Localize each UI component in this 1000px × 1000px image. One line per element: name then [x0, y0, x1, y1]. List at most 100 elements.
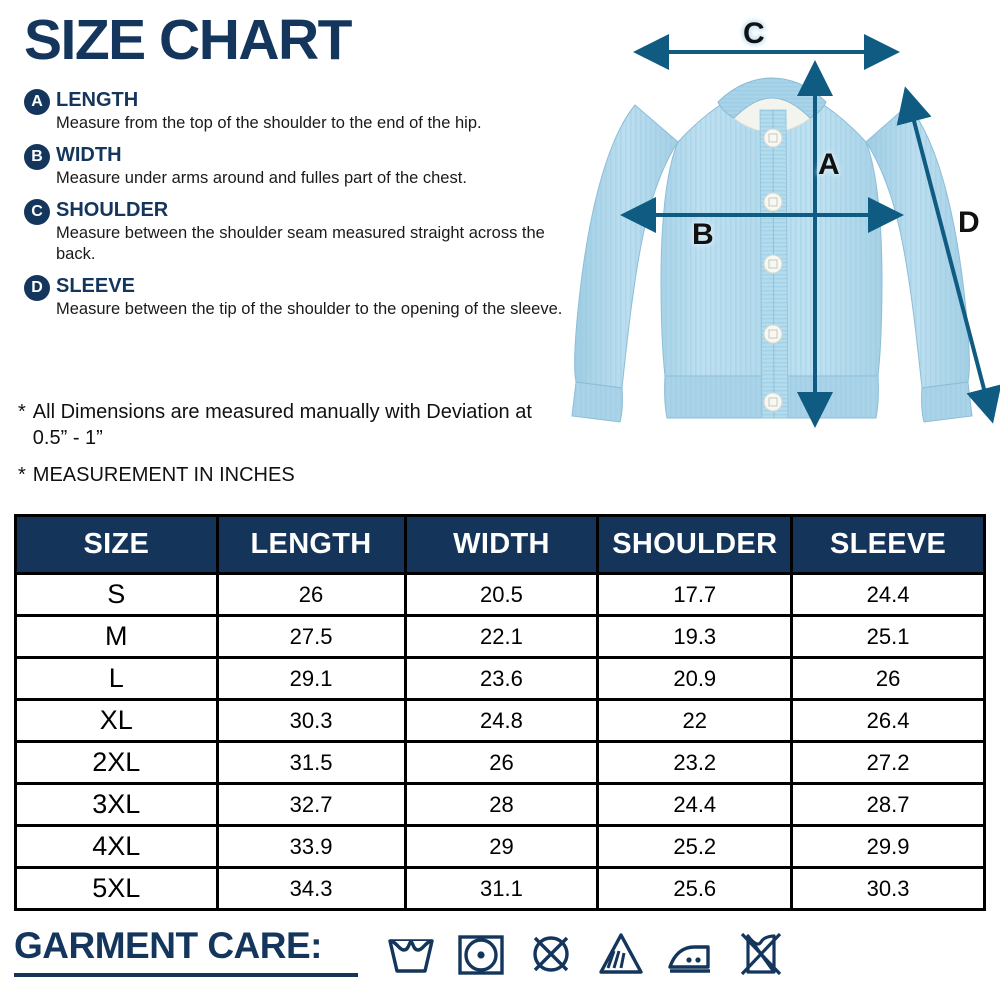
cell-length: 34.3	[215, 866, 407, 911]
legend-item-length: A LENGTH Measure from the top of the sho…	[24, 88, 584, 134]
cell-length: 32.7	[215, 782, 407, 827]
cell-width: 26	[403, 740, 600, 785]
cell-width: 23.6	[403, 656, 600, 701]
cell-shoulder: 22	[596, 698, 794, 743]
cell-sleeve: 27.2	[790, 740, 986, 785]
cell-shoulder: 25.2	[596, 824, 794, 869]
page-title: SIZE CHART	[24, 8, 353, 72]
note-text: MEASUREMENT IN INCHES	[32, 464, 295, 487]
legend-item-sleeve: D SLEEVE Measure between the tip of the …	[24, 274, 584, 320]
cell-length: 29.1	[215, 656, 407, 701]
garment-care-label: GARMENT CARE:	[14, 925, 322, 966]
legend-badge-a: A	[24, 89, 50, 115]
legend-title-sleeve: SLEEVE	[56, 275, 135, 298]
note-units: * MEASUREMENT IN INCHES	[18, 463, 558, 489]
dimension-label-d: D	[958, 206, 980, 239]
table-row: 3XL 32.7 28 24.4 28.7	[14, 782, 986, 827]
garment-care-icons	[384, 925, 788, 979]
cell-size: XL	[14, 698, 219, 743]
legend-desc-width: Measure under arms around and fulles par…	[56, 169, 467, 188]
table-row: S 26 20.5 17.7 24.4	[14, 572, 986, 617]
legend-desc-shoulder: Measure between the shoulder seam measur…	[56, 224, 545, 264]
line-dry-triangle-icon	[599, 933, 643, 974]
note-text: All Dimensions are measured manually wit…	[32, 401, 532, 449]
legend-badge-b: B	[24, 144, 50, 171]
cell-width: 20.5	[403, 572, 600, 617]
cell-shoulder: 23.2	[596, 740, 794, 785]
cell-width: 24.8	[403, 698, 600, 743]
table-row: 2XL 31.5 26 23.2 27.2	[14, 740, 986, 785]
cell-size: S	[14, 572, 219, 617]
note-deviation: * All Dimensions are measured manually w…	[18, 400, 558, 451]
cell-shoulder: 24.4	[596, 782, 794, 827]
cell-shoulder: 25.6	[596, 866, 794, 911]
cell-size: 5XL	[14, 866, 219, 911]
cell-width: 22.1	[403, 614, 600, 659]
table-row: 5XL 34.3 31.1 25.6 30.3	[14, 866, 986, 911]
table-row: XL 30.3 24.8 22 26.4	[14, 698, 986, 743]
cell-sleeve: 24.4	[790, 572, 986, 617]
cell-sleeve: 26.4	[790, 698, 986, 743]
legend-title-shoulder: SHOULDER	[56, 199, 169, 222]
cell-sleeve: 26	[790, 656, 986, 701]
size-table: SIZE LENGTH WIDTH SHOULDER SLEEVE S 26 2…	[14, 514, 986, 911]
note-star: *	[18, 464, 26, 487]
measurement-arrows	[620, 34, 1000, 428]
legend-desc-sleeve: Measure between the tip of the shoulder …	[56, 300, 563, 319]
legend-badge-d: D	[24, 275, 50, 302]
do-not-wring-icon	[740, 932, 782, 976]
cell-sleeve: 30.3	[790, 866, 986, 911]
cell-width: 28	[403, 782, 600, 827]
cell-size: M	[14, 614, 219, 659]
arrow-d	[896, 86, 1000, 424]
column-header-sleeve: SLEEVE	[790, 514, 986, 575]
cell-length: 33.9	[215, 824, 407, 869]
legend-desc-length: Measure from the top of the shoulder to …	[56, 114, 482, 132]
cell-size: 4XL	[14, 824, 219, 869]
column-header-shoulder: SHOULDER	[596, 514, 794, 575]
garment-care-section: GARMENT CARE:	[14, 925, 986, 995]
notes-block: * All Dimensions are measured manually w…	[18, 400, 558, 501]
garment-care-underline	[14, 973, 358, 977]
cell-length: 31.5	[215, 740, 407, 785]
garment-illustration: C A B D	[560, 10, 1000, 470]
table-row: 4XL 33.9 29 25.2 29.9	[14, 824, 986, 869]
cell-length: 30.3	[215, 698, 407, 743]
measurement-legend: A LENGTH Measure from the top of the sho…	[24, 88, 584, 330]
cell-shoulder: 20.9	[596, 656, 794, 701]
cell-width: 29	[403, 824, 600, 869]
dimension-label-a: A	[818, 148, 840, 181]
column-header-width: WIDTH	[403, 514, 600, 575]
cell-sleeve: 29.9	[790, 824, 986, 869]
tumble-dry-icon	[458, 935, 504, 975]
left-sleeve	[571, 104, 679, 423]
table-row: L 29.1 23.6 20.9 26	[14, 656, 986, 701]
dimension-label-c: C	[743, 17, 765, 50]
legend-item-width: B WIDTH Measure under arms around and fu…	[24, 143, 584, 189]
legend-item-shoulder: C SHOULDER Measure between the shoulder …	[24, 198, 584, 265]
table-row: M 27.5 22.1 19.3 25.1	[14, 614, 986, 659]
cardigan-svg	[571, 34, 1000, 428]
cell-sleeve: 28.7	[790, 782, 986, 827]
cell-length: 26	[215, 572, 407, 617]
cell-size: 3XL	[14, 782, 219, 827]
column-header-length: LENGTH	[215, 514, 407, 575]
legend-title-width: WIDTH	[56, 144, 122, 167]
table-header-row: SIZE LENGTH WIDTH SHOULDER SLEEVE	[14, 514, 986, 575]
dimension-label-b: B	[692, 218, 714, 251]
cell-width: 31.1	[403, 866, 600, 911]
cell-size: L	[14, 656, 219, 701]
cell-length: 27.5	[215, 614, 407, 659]
column-header-size: SIZE	[14, 514, 219, 575]
cell-size: 2XL	[14, 740, 219, 785]
legend-badge-c: C	[24, 199, 50, 226]
cell-shoulder: 19.3	[596, 614, 794, 659]
size-table-wrapper: SIZE LENGTH WIDTH SHOULDER SLEEVE S 26 2…	[14, 514, 986, 911]
legend-title-length: LENGTH	[56, 89, 139, 111]
do-not-bleach-icon	[533, 936, 569, 972]
iron-icon	[668, 945, 710, 973]
wash-tub-icon	[388, 939, 434, 973]
cell-sleeve: 25.1	[790, 614, 986, 659]
cell-shoulder: 17.7	[596, 572, 794, 617]
